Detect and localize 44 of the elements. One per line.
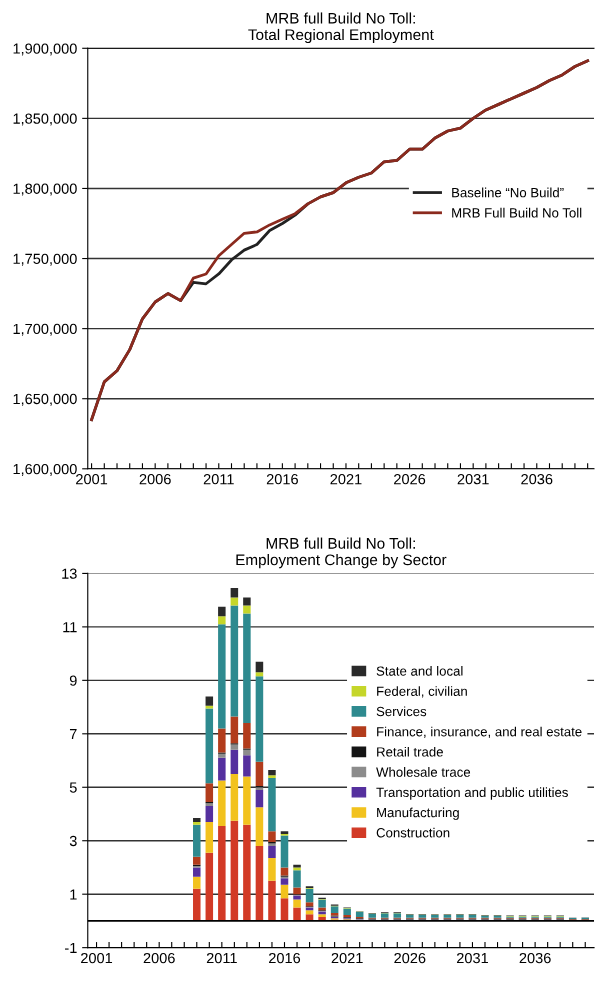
y-tick-label: 1	[70, 889, 77, 900]
y-tick-label: 1,650,000	[13, 393, 77, 406]
legend-label: State and local	[376, 666, 463, 676]
y-tick-label: 11	[63, 622, 77, 633]
x-tick-label: 2001	[81, 952, 113, 964]
legend-label: Federal, civilian	[377, 686, 467, 698]
y-tick-label: 3	[69, 835, 77, 847]
x-tick-label: 2006	[143, 952, 175, 964]
x-tick-label: 2021	[331, 952, 363, 964]
legend-label: Construction	[376, 827, 450, 838]
x-tick-label: 2016	[269, 952, 301, 964]
x-tick-label: 2031	[457, 474, 489, 485]
y-tick-label: 9	[69, 675, 77, 686]
x-tick-label: 2026	[394, 952, 426, 964]
x-tick-label: 2016	[266, 474, 298, 485]
legend-label: Wholesale trace	[376, 767, 471, 777]
legend-label: Baseline “No Build”	[452, 187, 564, 198]
y-tick-label: 13	[62, 568, 77, 579]
y-tick-label: 1,900,000	[13, 43, 77, 56]
x-tick-label: 2026	[394, 474, 426, 485]
y-tick-label: 1,700,000	[13, 323, 77, 336]
legend-label: MRB Full Build No Toll	[452, 207, 582, 218]
x-tick-label: 2006	[139, 474, 171, 485]
chart-title: MRB full Build No Toll: Total Regional Employment	[248, 12, 434, 44]
y-tick-label: 7	[69, 729, 77, 740]
x-tick-label: 2036	[519, 952, 551, 964]
legend-label: Transportation and public utilities	[376, 787, 568, 800]
x-tick-label: 2031	[456, 952, 488, 964]
y-tick-label: 1,600,000	[13, 463, 77, 476]
legend-label: Retail trade	[377, 746, 443, 757]
y-tick-label: -1	[65, 942, 77, 953]
x-tick-label: 2021	[330, 474, 362, 485]
y-tick-label: 1,850,000	[13, 113, 77, 126]
y-tick-label: 1,800,000	[13, 183, 77, 196]
legend-label: Finance, insurance, and real estate	[377, 726, 582, 738]
legend-label: Services	[376, 706, 427, 717]
y-tick-label: 1,750,000	[13, 253, 77, 266]
chart-title: MRB full Build No Toll: Employment Change by Sector	[236, 537, 447, 569]
x-tick-label: 2036	[521, 474, 553, 485]
y-tick-label: 5	[69, 782, 77, 793]
x-tick-label: 2001	[76, 474, 108, 485]
x-tick-label: 2011	[206, 952, 237, 964]
x-tick-label: 2011	[203, 474, 234, 485]
legend-label: Manufacturing	[377, 807, 459, 820]
